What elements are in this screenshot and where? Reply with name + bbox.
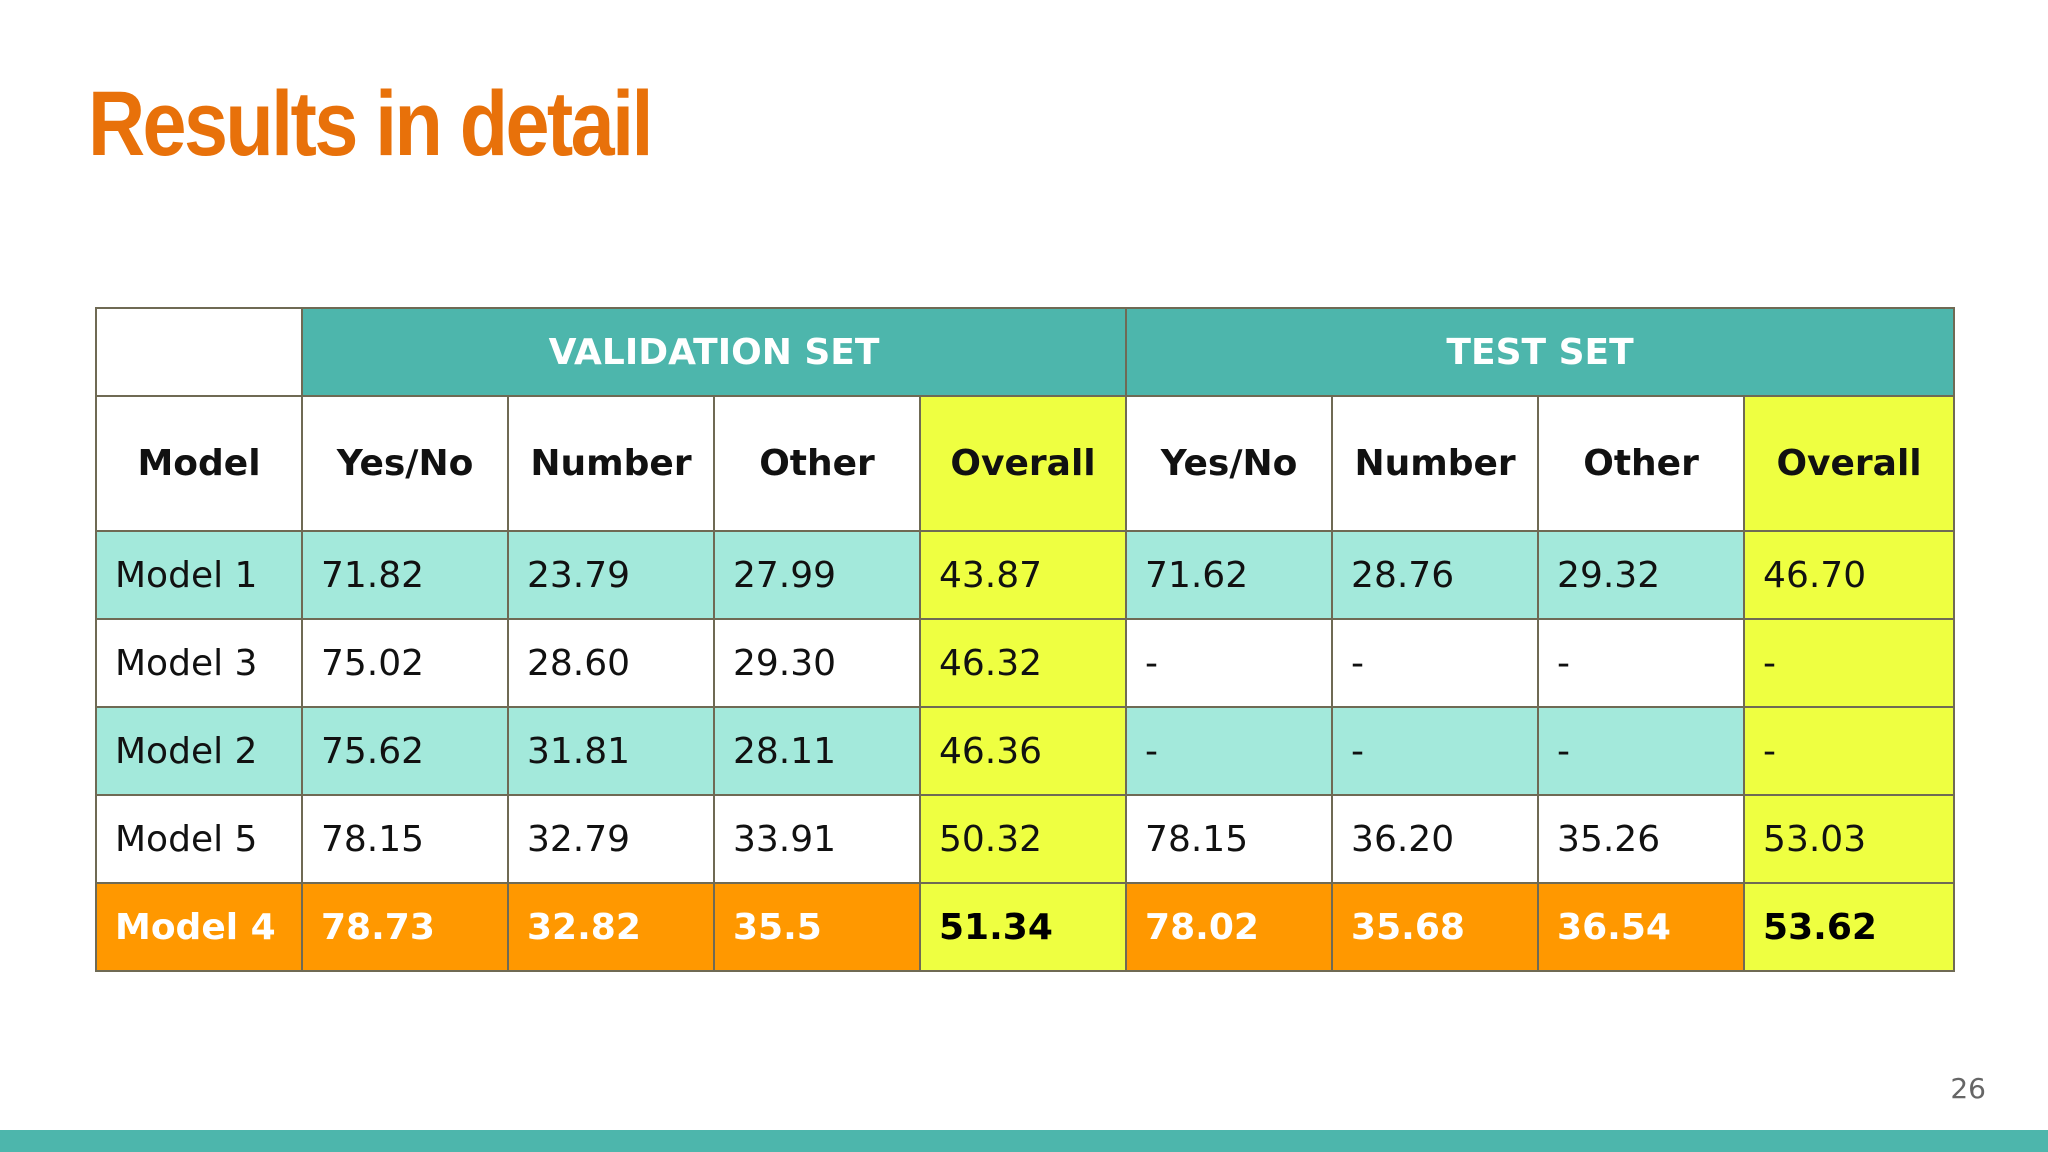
cell-val-overall: 46.32 xyxy=(918,618,1128,708)
cell-test-yesno: - xyxy=(1125,706,1334,796)
column-header-model: Model xyxy=(95,395,303,532)
cell-test-overall: - xyxy=(1743,618,1956,708)
cell-val-number: 32.82 xyxy=(507,882,715,972)
cell-test-number: 36.20 xyxy=(1331,794,1540,884)
cell-val-yesno: 75.02 xyxy=(301,618,509,708)
cell-val-number: 32.79 xyxy=(507,794,715,884)
cell-test-overall: 53.03 xyxy=(1743,794,1956,884)
cell-val-yesno: 78.73 xyxy=(301,882,509,972)
column-header-val-overall: Overall xyxy=(918,395,1128,532)
cell-val-yesno: 75.62 xyxy=(301,706,509,796)
cell-test-number: - xyxy=(1331,706,1540,796)
cell-test-overall: - xyxy=(1743,706,1956,796)
cell-model: Model 1 xyxy=(95,530,303,620)
cell-test-yesno: 78.02 xyxy=(1125,882,1334,972)
cell-test-other: - xyxy=(1537,706,1746,796)
table-row: Model 1 71.82 23.79 27.99 43.87 71.62 28… xyxy=(95,530,1956,620)
cell-val-yesno: 71.82 xyxy=(301,530,509,620)
cell-model: Model 2 xyxy=(95,706,303,796)
cell-val-overall: 46.36 xyxy=(918,706,1128,796)
cell-val-other: 35.5 xyxy=(713,882,921,972)
cell-val-other: 29.30 xyxy=(713,618,921,708)
cell-val-number: 23.79 xyxy=(507,530,715,620)
cell-val-other: 28.11 xyxy=(713,706,921,796)
column-header-row: Model Yes/No Number Other Overall Yes/No… xyxy=(95,395,1956,532)
footer-accent-bar xyxy=(0,1130,2048,1152)
cell-test-yesno: 78.15 xyxy=(1125,794,1334,884)
blank-header-cell xyxy=(95,307,303,397)
cell-val-number: 28.60 xyxy=(507,618,715,708)
column-header-val-yesno: Yes/No xyxy=(301,395,509,532)
table-row: Model 3 75.02 28.60 29.30 46.32 - - - - xyxy=(95,618,1956,708)
cell-test-yesno: 71.62 xyxy=(1125,530,1334,620)
cell-test-number: 35.68 xyxy=(1331,882,1540,972)
cell-test-other: 35.26 xyxy=(1537,794,1746,884)
column-header-val-number: Number xyxy=(507,395,715,532)
cell-test-overall: 53.62 xyxy=(1743,882,1956,972)
table-row-best: Model 4 78.73 32.82 35.5 51.34 78.02 35.… xyxy=(95,882,1956,972)
cell-test-other: 29.32 xyxy=(1537,530,1746,620)
cell-test-other: - xyxy=(1537,618,1746,708)
cell-test-number: 28.76 xyxy=(1331,530,1540,620)
cell-test-other: 36.54 xyxy=(1537,882,1746,972)
cell-val-other: 33.91 xyxy=(713,794,921,884)
cell-val-yesno: 78.15 xyxy=(301,794,509,884)
cell-test-number: - xyxy=(1331,618,1540,708)
cell-model: Model 3 xyxy=(95,618,303,708)
cell-val-overall: 51.34 xyxy=(918,882,1128,972)
cell-val-overall: 43.87 xyxy=(918,530,1128,620)
slide-title: Results in detail xyxy=(88,73,653,175)
cell-test-overall: 46.70 xyxy=(1743,530,1956,620)
group-header-test: TEST SET xyxy=(1125,307,1956,397)
column-header-test-other: Other xyxy=(1537,395,1746,532)
table-row: Model 2 75.62 31.81 28.11 46.36 - - - - xyxy=(95,706,1956,796)
cell-val-number: 31.81 xyxy=(507,706,715,796)
column-header-test-overall: Overall xyxy=(1743,395,1956,532)
cell-model: Model 4 xyxy=(95,882,303,972)
results-table: VALIDATION SET TEST SET Model Yes/No Num… xyxy=(95,307,1956,972)
page-number: 26 xyxy=(1950,1072,1986,1105)
group-header-row: VALIDATION SET TEST SET xyxy=(95,307,1956,397)
cell-test-yesno: - xyxy=(1125,618,1334,708)
column-header-val-other: Other xyxy=(713,395,921,532)
cell-val-overall: 50.32 xyxy=(918,794,1128,884)
cell-model: Model 5 xyxy=(95,794,303,884)
column-header-test-number: Number xyxy=(1331,395,1540,532)
group-header-validation: VALIDATION SET xyxy=(300,307,1128,397)
column-header-test-yesno: Yes/No xyxy=(1125,395,1334,532)
cell-val-other: 27.99 xyxy=(713,530,921,620)
table-row: Model 5 78.15 32.79 33.91 50.32 78.15 36… xyxy=(95,794,1956,884)
